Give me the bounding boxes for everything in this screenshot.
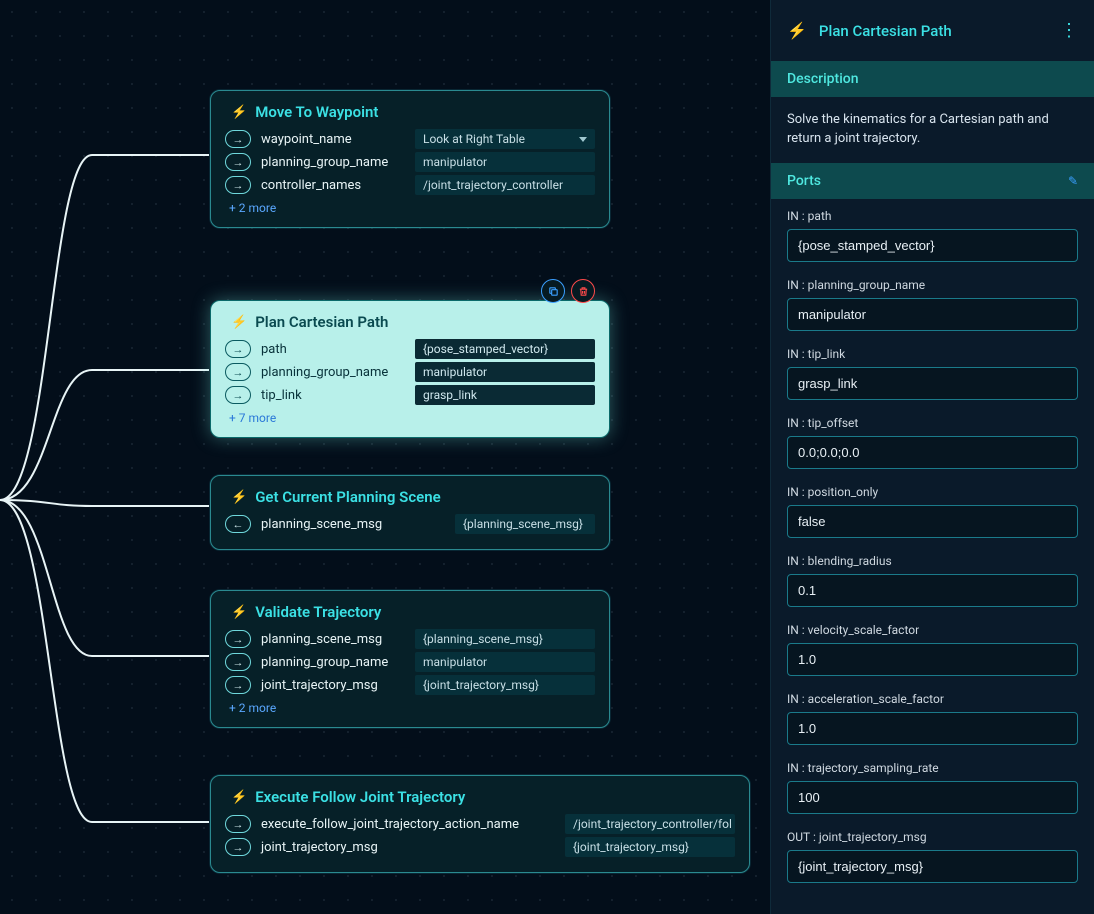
node-title: Execute Follow Joint Trajectory [231, 788, 735, 806]
node-execute-trajectory[interactable]: Execute Follow Joint Trajectory →execute… [210, 775, 750, 873]
param-value[interactable]: {planning_scene_msg} [415, 629, 595, 649]
param-value[interactable]: {joint_trajectory_msg} [415, 675, 595, 695]
port-item: IN : blending_radius [771, 544, 1094, 613]
port-input[interactable] [787, 436, 1078, 469]
port-input[interactable] [787, 574, 1078, 607]
param-value[interactable]: manipulator [415, 152, 595, 172]
bolt-icon [231, 488, 255, 506]
ports-list: IN : path IN : planning_group_name IN : ti… [771, 199, 1094, 889]
port-input[interactable] [787, 781, 1078, 814]
port-label: IN : planning_group_name [787, 278, 1078, 292]
param-value[interactable]: {pose_stamped_vector} [415, 339, 595, 359]
ports-header: Ports ✎ [771, 163, 1094, 199]
description-header: Description [771, 61, 1094, 97]
port-input[interactable] [787, 229, 1078, 262]
port-item: IN : tip_offset [771, 406, 1094, 475]
port-label: IN : trajectory_sampling_rate [787, 761, 1078, 775]
port-label: IN : tip_offset [787, 416, 1078, 430]
port-label: IN : position_only [787, 485, 1078, 499]
port-label: IN : velocity_scale_factor [787, 623, 1078, 637]
port-input[interactable] [787, 712, 1078, 745]
port-out-icon[interactable]: ← [225, 515, 251, 533]
node-toolbar [541, 279, 595, 303]
node-title: Validate Trajectory [231, 603, 595, 621]
expand-more[interactable]: + 7 more [229, 411, 595, 425]
node-validate-trajectory[interactable]: Validate Trajectory →planning_scene_msg{… [210, 590, 610, 728]
port-item: IN : acceleration_scale_factor [771, 682, 1094, 751]
node-get-planning-scene[interactable]: Get Current Planning Scene ←planning_sce… [210, 475, 610, 550]
port-in-icon[interactable]: → [225, 653, 251, 671]
port-in-icon[interactable]: → [225, 363, 251, 381]
param-value[interactable]: grasp_link [415, 385, 595, 405]
port-label: IN : acceleration_scale_factor [787, 692, 1078, 706]
bolt-icon [231, 313, 255, 331]
expand-more[interactable]: + 2 more [229, 701, 595, 715]
port-label: IN : path [787, 209, 1078, 223]
param-value[interactable]: {joint_trajectory_msg} [565, 837, 735, 857]
port-item: IN : path [771, 199, 1094, 268]
port-item: IN : trajectory_sampling_rate [771, 751, 1094, 820]
param-value[interactable]: manipulator [415, 362, 595, 382]
node-plan-cartesian-path[interactable]: Plan Cartesian Path →path{pose_stamped_v… [210, 300, 610, 438]
copy-button[interactable] [541, 279, 565, 303]
bolt-icon [231, 788, 255, 806]
port-in-icon[interactable]: → [225, 176, 251, 194]
sidebar-header: ⚡ Plan Cartesian Path ⋮ [771, 0, 1094, 61]
port-in-icon[interactable]: → [225, 340, 251, 358]
node-move-to-waypoint[interactable]: Move To Waypoint →waypoint_nameLook at R… [210, 90, 610, 228]
description-text: Solve the kinematics for a Cartesian pat… [771, 97, 1094, 163]
param-value-select[interactable]: Look at Right Table [415, 129, 595, 149]
port-in-icon[interactable]: → [225, 130, 251, 148]
port-in-icon[interactable]: → [225, 386, 251, 404]
node-params: →waypoint_nameLook at Right Table →plann… [225, 129, 595, 195]
port-label: IN : tip_link [787, 347, 1078, 361]
port-in-icon[interactable]: → [225, 838, 251, 856]
port-in-icon[interactable]: → [225, 153, 251, 171]
port-item: IN : position_only [771, 475, 1094, 544]
node-title: Move To Waypoint [231, 103, 595, 121]
port-input[interactable] [787, 367, 1078, 400]
properties-sidebar: ⚡ Plan Cartesian Path ⋮ Description Solv… [770, 0, 1094, 914]
node-title: Get Current Planning Scene [231, 488, 595, 506]
port-input[interactable] [787, 643, 1078, 676]
port-item: IN : tip_link [771, 337, 1094, 406]
param-value[interactable]: /joint_trajectory_controller [415, 175, 595, 195]
bolt-icon [231, 603, 255, 621]
param-value[interactable]: /joint_trajectory_controller/fol [565, 814, 735, 834]
port-label: IN : blending_radius [787, 554, 1078, 568]
port-item: IN : velocity_scale_factor [771, 613, 1094, 682]
port-in-icon[interactable]: → [225, 676, 251, 694]
kebab-menu-icon[interactable]: ⋮ [1060, 20, 1078, 41]
port-input[interactable] [787, 505, 1078, 538]
port-item: OUT : joint_trajectory_msg [771, 820, 1094, 889]
param-value[interactable]: {planning_scene_msg} [455, 514, 595, 534]
canvas: Move To Waypoint →waypoint_nameLook at R… [0, 0, 770, 914]
port-item: IN : planning_group_name [771, 268, 1094, 337]
param-value[interactable]: manipulator [415, 652, 595, 672]
delete-button[interactable] [571, 279, 595, 303]
port-in-icon[interactable]: → [225, 630, 251, 648]
node-title: Plan Cartesian Path [231, 313, 595, 331]
port-in-icon[interactable]: → [225, 815, 251, 833]
expand-more[interactable]: + 2 more [229, 201, 595, 215]
port-input[interactable] [787, 298, 1078, 331]
edit-icon[interactable]: ✎ [1068, 174, 1078, 188]
bolt-icon: ⚡ [787, 21, 807, 40]
port-label: OUT : joint_trajectory_msg [787, 830, 1078, 844]
port-input[interactable] [787, 850, 1078, 883]
sidebar-title: Plan Cartesian Path [819, 22, 1060, 40]
bolt-icon [231, 103, 255, 121]
node-params: →path{pose_stamped_vector} →planning_gro… [225, 339, 595, 405]
